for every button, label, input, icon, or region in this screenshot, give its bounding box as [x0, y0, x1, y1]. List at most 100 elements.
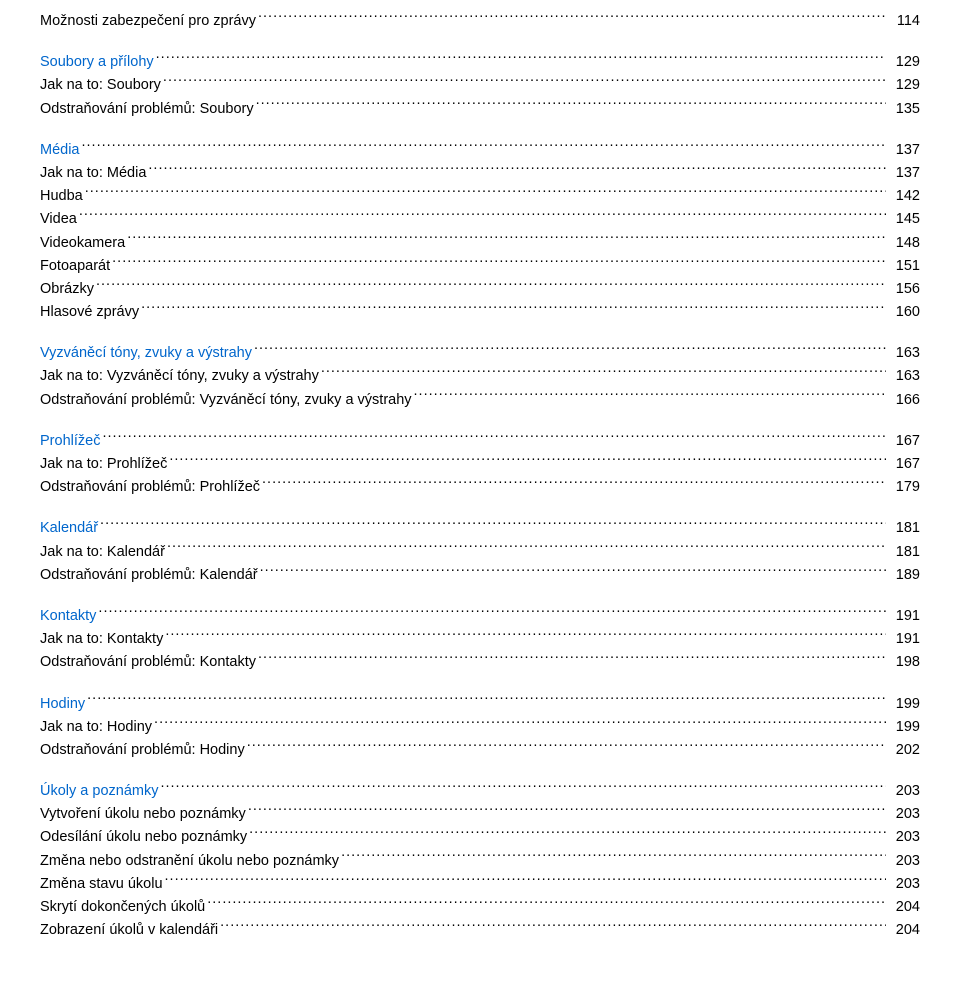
toc-section-title-page: 137 — [888, 139, 920, 162]
toc-section: Kalendář181Jak na to: Kalendář181Odstraň… — [40, 517, 920, 587]
toc-section-title-row: Kalendář 181 — [40, 517, 920, 540]
toc-entry-label[interactable]: Odesílání úkolu nebo poznámky — [40, 826, 247, 849]
toc-dot-leader — [87, 693, 886, 708]
toc-entry-label[interactable]: Vytvoření úkolu nebo poznámky — [40, 803, 246, 826]
toc-entry-label[interactable]: Jak na to: Kalendář — [40, 541, 165, 564]
toc-entry-row: Možnosti zabezpečení pro zprávy 114 — [40, 10, 920, 33]
toc-entry-row: Jak na to: Kontakty191 — [40, 628, 920, 651]
toc-entry-page: 160 — [888, 301, 920, 324]
toc-section-title-label[interactable]: Kontakty — [40, 605, 96, 628]
toc-dot-leader — [163, 75, 886, 90]
toc-entry-page: 163 — [888, 365, 920, 388]
toc-dot-leader — [156, 52, 886, 67]
toc-entry-page: 156 — [888, 278, 920, 301]
toc-entry-label[interactable]: Videokamera — [40, 232, 125, 255]
toc-entry-row: Jak na to: Kalendář 181 — [40, 541, 920, 564]
toc-entry-page: 203 — [888, 850, 920, 873]
toc-section-title-label[interactable]: Média — [40, 139, 80, 162]
toc-entry-page: 181 — [888, 541, 920, 564]
toc-entry-page: 204 — [888, 896, 920, 919]
toc-dot-leader — [262, 477, 886, 492]
toc-dot-leader — [127, 232, 886, 247]
toc-entry-page: 137 — [888, 162, 920, 185]
toc-entry-label[interactable]: Hlasové zprávy — [40, 301, 139, 324]
toc-entry-label[interactable]: Odstraňování problémů: Soubory — [40, 98, 254, 121]
toc-entry-page: 189 — [888, 564, 920, 587]
toc-entry-label[interactable]: Jak na to: Média — [40, 162, 146, 185]
toc-section-title-page: 199 — [888, 693, 920, 716]
toc-entry-row: Skrytí dokončených úkolů 204 — [40, 896, 920, 919]
toc-entry-label[interactable]: Jak na to: Vyzváněcí tóny, zvuky a výstr… — [40, 365, 319, 388]
toc-entry-page: 167 — [888, 453, 920, 476]
toc-section-title-label[interactable]: Prohlížeč — [40, 430, 100, 453]
toc-entry-row: Změna stavu úkolu203 — [40, 873, 920, 896]
toc-section-title-label[interactable]: Úkoly a poznámky — [40, 780, 158, 803]
toc-entry-label[interactable]: Změna nebo odstranění úkolu nebo poznámk… — [40, 850, 339, 873]
toc-dot-leader — [167, 541, 886, 556]
toc-entry-label[interactable]: Skrytí dokončených úkolů — [40, 896, 205, 919]
toc-dot-leader — [141, 302, 886, 317]
toc-entry-label[interactable]: Jak na to: Hodiny — [40, 716, 152, 739]
toc-dot-leader — [256, 98, 886, 113]
toc-entry-label[interactable]: Fotoaparát — [40, 255, 110, 278]
toc-section-title-label[interactable]: Vyzváněcí tóny, zvuky a výstrahy — [40, 342, 252, 365]
toc-dot-leader — [165, 629, 885, 644]
toc-entry-row: Odstraňování problémů: Hodiny202 — [40, 739, 920, 762]
toc-entry-row: Odstraňování problémů: Soubory135 — [40, 98, 920, 121]
toc-entry-page: 114 — [889, 10, 920, 33]
toc-dot-leader — [220, 920, 886, 935]
toc-entry-row: Odstraňování problémů: Kalendář 189 — [40, 564, 920, 587]
toc-entry-label[interactable]: Hudba — [40, 185, 83, 208]
toc-section: Možnosti zabezpečení pro zprávy 114 — [40, 10, 920, 33]
toc-entry-label[interactable]: Jak na to: Soubory — [40, 74, 161, 97]
toc-section-title-row: Prohlížeč 167 — [40, 430, 920, 453]
toc-dot-leader — [96, 278, 886, 293]
toc-dot-leader — [414, 389, 886, 404]
toc-entry-row: Fotoaparát151 — [40, 255, 920, 278]
toc-entry-row: Hlasové zprávy 160 — [40, 301, 920, 324]
toc-dot-leader — [169, 454, 885, 469]
toc-entry-row: Hudba142 — [40, 185, 920, 208]
toc-entry-label[interactable]: Možnosti zabezpečení pro zprávy — [40, 10, 256, 33]
toc-entry-label[interactable]: Změna stavu úkolu — [40, 873, 163, 896]
toc-section-title-label[interactable]: Hodiny — [40, 693, 85, 716]
toc-entry-label[interactable]: Obrázky — [40, 278, 94, 301]
toc-entry-row: Videokamera 148 — [40, 232, 920, 255]
toc-entry-row: Jak na to: Vyzváněcí tóny, zvuky a výstr… — [40, 365, 920, 388]
toc-entry-label[interactable]: Jak na to: Prohlížeč — [40, 453, 167, 476]
toc-section: Prohlížeč167Jak na to: Prohlížeč167Odstr… — [40, 430, 920, 500]
toc-entry-page: 198 — [888, 651, 920, 674]
toc-dot-leader — [258, 11, 887, 26]
toc-entry-label[interactable]: Jak na to: Kontakty — [40, 628, 163, 651]
toc-entry-label[interactable]: Videa — [40, 208, 77, 231]
toc-section-title-row: Úkoly a poznámky203 — [40, 780, 920, 803]
toc-section-title-page: 181 — [888, 517, 920, 540]
toc-dot-leader — [165, 873, 886, 888]
toc-entry-row: Odstraňování problémů: Vyzváněcí tóny, z… — [40, 389, 920, 412]
toc-entry-page: 199 — [888, 716, 920, 739]
toc-dot-leader — [85, 186, 886, 201]
toc-entry-row: Odstraňování problémů: Prohlížeč179 — [40, 476, 920, 499]
toc-entry-label[interactable]: Odstraňování problémů: Kontakty — [40, 651, 256, 674]
toc-section: Kontakty191Jak na to: Kontakty191Odstraň… — [40, 605, 920, 675]
toc-entry-page: 148 — [888, 232, 920, 255]
toc-entry-label[interactable]: Odstraňování problémů: Kalendář — [40, 564, 258, 587]
toc-section: Hodiny199Jak na to: Hodiny199Odstraňován… — [40, 693, 920, 763]
toc-entry-label[interactable]: Odstraňování problémů: Prohlížeč — [40, 476, 260, 499]
toc-section-title-page: 129 — [888, 51, 920, 74]
toc-dot-leader — [341, 850, 886, 865]
toc-entry-label[interactable]: Odstraňování problémů: Hodiny — [40, 739, 245, 762]
toc-entry-page: 203 — [888, 826, 920, 849]
toc-dot-leader — [148, 162, 885, 177]
toc-entry-row: Jak na to: Média 137 — [40, 162, 920, 185]
toc-entry-label[interactable]: Odstraňování problémů: Vyzváněcí tóny, z… — [40, 389, 412, 412]
toc-entry-row: Vytvoření úkolu nebo poznámky203 — [40, 803, 920, 826]
toc-section-title-label[interactable]: Kalendář — [40, 517, 98, 540]
toc-dot-leader — [98, 605, 885, 620]
toc-entry-label[interactable]: Zobrazení úkolů v kalendáři — [40, 919, 218, 942]
toc-section: Média137Jak na to: Média137Hudba142Videa… — [40, 139, 920, 325]
toc-dot-leader — [248, 804, 886, 819]
toc-section-title-page: 167 — [888, 430, 920, 453]
toc-section-title-label[interactable]: Soubory a přílohy — [40, 51, 154, 74]
toc-section: Vyzváněcí tóny, zvuky a výstrahy 163 Jak n… — [40, 342, 920, 412]
